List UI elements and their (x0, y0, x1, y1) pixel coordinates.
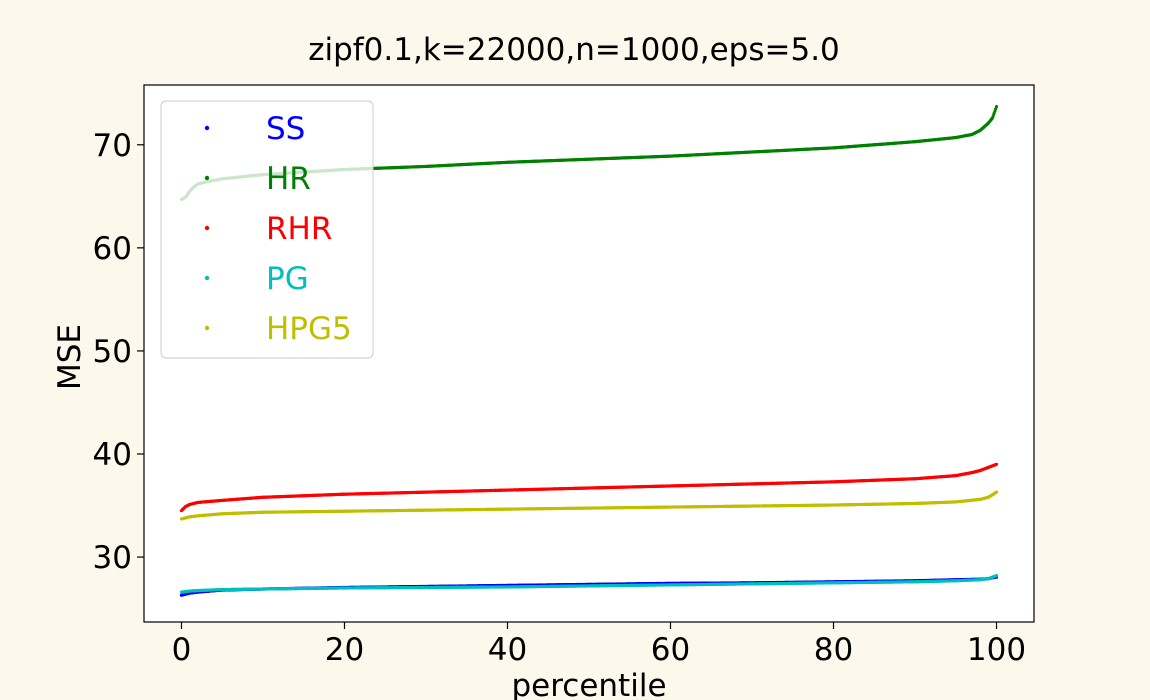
y-tick-label: 70 (93, 128, 132, 164)
x-tick-label: 40 (488, 632, 527, 668)
data-point (994, 462, 999, 466)
y-axis: 30 40 50 60 70 (93, 128, 144, 576)
series-layer (179, 105, 999, 597)
x-tick-label: 100 (967, 632, 1026, 668)
y-tick-label: 50 (93, 334, 132, 370)
data-point (994, 105, 999, 109)
data-point (994, 574, 999, 578)
x-tick-label: 60 (651, 632, 690, 668)
series-pg (179, 574, 999, 594)
y-tick-label: 30 (93, 540, 132, 576)
series-rhr (179, 462, 999, 513)
x-tick-label: 0 (172, 632, 192, 668)
x-tick-label: 80 (814, 632, 853, 668)
x-tick-label: 20 (325, 632, 364, 668)
y-tick-label: 60 (93, 231, 132, 267)
chart-title: zipf0.1,k=22000,n=1000,eps=5.0 (308, 32, 840, 68)
series-hpg5 (179, 490, 999, 521)
x-axis: 0 20 40 60 80 100 (172, 622, 1026, 668)
y-tick-label: 40 (93, 437, 132, 473)
